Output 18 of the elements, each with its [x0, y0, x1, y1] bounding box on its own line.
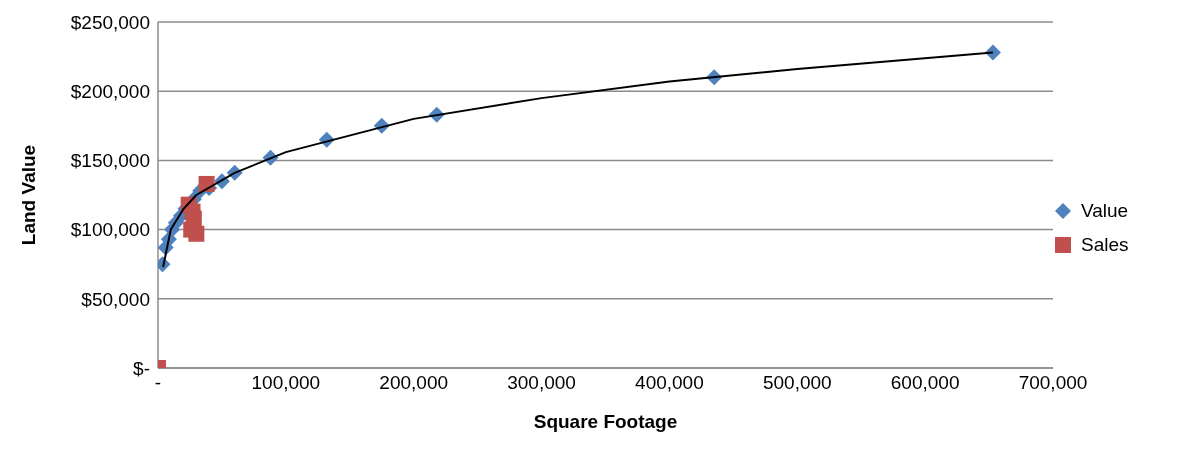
x-tick-label: 700,000: [1018, 372, 1088, 394]
y-tick-label: $50,000: [81, 288, 150, 310]
legend-label: Sales: [1081, 234, 1129, 256]
y-tick-label: $100,000: [70, 219, 150, 241]
x-axis-title: Square Footage: [533, 411, 678, 432]
y-tick-label: $200,000: [70, 80, 150, 102]
x-tick-label: 300,000: [507, 372, 576, 394]
x-tick-label: -: [154, 372, 162, 394]
x-tick-label: 100,000: [251, 372, 321, 394]
y-tick-label: $250,000: [70, 11, 150, 33]
x-tick-label: 600,000: [890, 372, 960, 394]
y-tick-label: $-: [133, 357, 150, 379]
y-axis-title: Land Value: [17, 144, 39, 246]
x-tick-label: 200,000: [379, 372, 449, 394]
y-tick-label: $150,000: [70, 150, 150, 172]
x-tick-label: 400,000: [635, 372, 704, 394]
legend-label: Value: [1081, 200, 1129, 222]
x-tick-label: 500,000: [762, 372, 832, 394]
